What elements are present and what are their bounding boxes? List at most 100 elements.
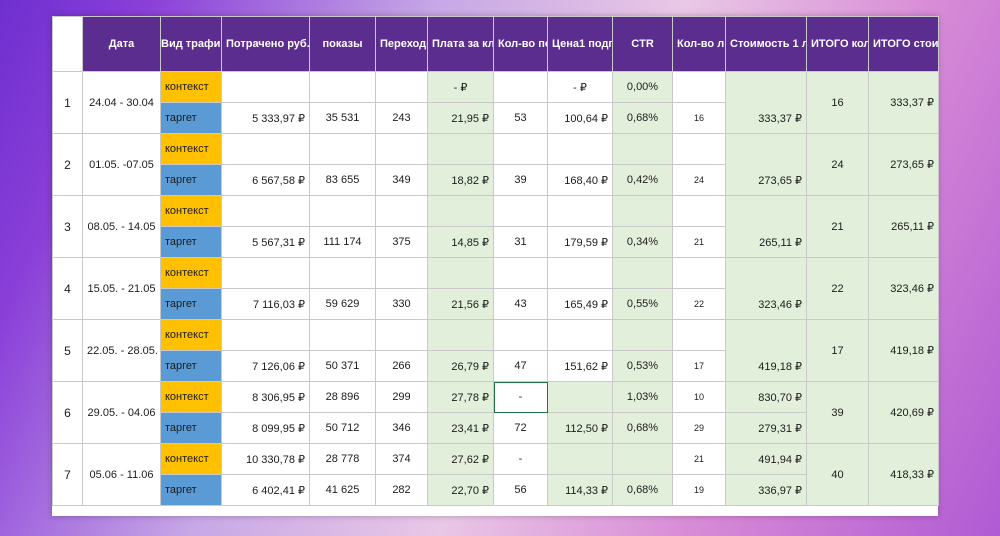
cell-shows[interactable]: 35 531 bbox=[309, 102, 376, 134]
week-date[interactable]: 08.05. - 14.05 bbox=[82, 195, 161, 258]
cell-cpc[interactable] bbox=[427, 257, 494, 289]
cell-sub-price[interactable]: 168,40 ₽ bbox=[547, 164, 613, 196]
cell-cpc[interactable]: 26,79 ₽ bbox=[427, 350, 494, 382]
cell-cpc[interactable] bbox=[427, 195, 494, 227]
week-date[interactable]: 22.05. - 28.05. bbox=[82, 319, 161, 382]
cell-clicks[interactable] bbox=[375, 319, 428, 351]
cell-subs[interactable] bbox=[493, 133, 548, 165]
traffic-target[interactable]: таргет bbox=[160, 412, 222, 444]
cell-cpc[interactable]: 14,85 ₽ bbox=[427, 226, 494, 258]
cell-ctr[interactable]: 0,53% bbox=[612, 350, 673, 382]
total-cost[interactable]: 419,18 ₽ bbox=[868, 319, 939, 382]
cell-leads[interactable]: 21 bbox=[672, 226, 726, 258]
cell-leads[interactable]: 22 bbox=[672, 288, 726, 320]
cell-leads[interactable] bbox=[672, 319, 726, 351]
week-date[interactable]: 05.06 - 11.06 bbox=[82, 443, 161, 506]
cell-spent[interactable]: 5 333,97 ₽ bbox=[221, 102, 310, 134]
cell-ctr[interactable]: 0,55% bbox=[612, 288, 673, 320]
cell-sub-price[interactable] bbox=[547, 257, 613, 289]
cell-ctr[interactable]: 0,42% bbox=[612, 164, 673, 196]
cell-shows[interactable]: 50 371 bbox=[309, 350, 376, 382]
cell-leads[interactable] bbox=[672, 133, 726, 165]
row-number[interactable]: 3 bbox=[52, 195, 83, 258]
header-total-cost[interactable]: ИТОГО стоимость лида bbox=[868, 16, 939, 72]
cell-cpc[interactable] bbox=[427, 319, 494, 351]
cell-leads[interactable]: 16 bbox=[672, 102, 726, 134]
cell-leads[interactable] bbox=[672, 71, 726, 103]
row-number[interactable]: 5 bbox=[52, 319, 83, 382]
cell-ctr[interactable] bbox=[612, 443, 673, 475]
cell-cpc[interactable]: 21,95 ₽ bbox=[427, 102, 494, 134]
cell-clicks[interactable] bbox=[375, 71, 428, 103]
header-ctr[interactable]: CTR bbox=[612, 16, 673, 72]
cell-clicks[interactable]: 374 bbox=[375, 443, 428, 475]
cell-clicks[interactable]: 346 bbox=[375, 412, 428, 444]
cell-clicks[interactable]: 282 bbox=[375, 474, 428, 506]
cell-leads[interactable]: 21 bbox=[672, 443, 726, 475]
cell-leads[interactable]: 19 bbox=[672, 474, 726, 506]
cell-ctr[interactable]: 0,00% bbox=[612, 71, 673, 103]
traffic-context[interactable]: контекст bbox=[160, 319, 222, 351]
cell-clicks[interactable]: 349 bbox=[375, 164, 428, 196]
cell-clicks[interactable] bbox=[375, 195, 428, 227]
cell-subs[interactable]: 47 bbox=[493, 350, 548, 382]
cell-shows[interactable] bbox=[309, 195, 376, 227]
total-leads[interactable]: 21 bbox=[806, 195, 869, 258]
cell-lead-cost[interactable]: 273,65 ₽ bbox=[725, 133, 807, 196]
cell-shows[interactable]: 111 174 bbox=[309, 226, 376, 258]
week-date[interactable]: 24.04 - 30.04 bbox=[82, 71, 161, 134]
total-leads[interactable]: 22 bbox=[806, 257, 869, 320]
cell-shows[interactable]: 28 778 bbox=[309, 443, 376, 475]
cell-ctr[interactable] bbox=[612, 319, 673, 351]
week-date[interactable]: 29.05. - 04.06 bbox=[82, 381, 161, 444]
cell-leads[interactable]: 10 bbox=[672, 381, 726, 413]
cell-clicks[interactable]: 243 bbox=[375, 102, 428, 134]
cell-ctr[interactable]: 0,68% bbox=[612, 102, 673, 134]
cell-shows[interactable] bbox=[309, 257, 376, 289]
header-traffic[interactable]: Вид трафик bbox=[160, 16, 222, 72]
traffic-context[interactable]: контекст bbox=[160, 71, 222, 103]
cell-sub-price[interactable] bbox=[547, 381, 613, 413]
cell-subs[interactable] bbox=[493, 71, 548, 103]
cell-spent[interactable]: 6 567,58 ₽ bbox=[221, 164, 310, 196]
cell-ctr[interactable] bbox=[612, 257, 673, 289]
cell-subs[interactable]: 72 bbox=[493, 412, 548, 444]
cell-shows[interactable]: 50 712 bbox=[309, 412, 376, 444]
cell-spent[interactable]: 10 330,78 ₽ bbox=[221, 443, 310, 475]
row-number[interactable]: 1 bbox=[52, 71, 83, 134]
row-number[interactable]: 2 bbox=[52, 133, 83, 196]
traffic-target[interactable]: таргет bbox=[160, 164, 222, 196]
cell-cpc[interactable]: 18,82 ₽ bbox=[427, 164, 494, 196]
cell-subs[interactable]: - bbox=[493, 443, 548, 475]
cell-spent[interactable] bbox=[221, 257, 310, 289]
total-leads[interactable]: 39 bbox=[806, 381, 869, 444]
cell-ctr[interactable] bbox=[612, 133, 673, 165]
total-cost[interactable]: 323,46 ₽ bbox=[868, 257, 939, 320]
week-date[interactable]: 15.05. - 21.05 bbox=[82, 257, 161, 320]
cell-subs[interactable]: 53 bbox=[493, 102, 548, 134]
cell-leads[interactable]: 29 bbox=[672, 412, 726, 444]
cell-subs[interactable]: - bbox=[493, 381, 548, 413]
cell-lead-cost[interactable]: 279,31 ₽ bbox=[725, 412, 807, 444]
cell-clicks[interactable]: 266 bbox=[375, 350, 428, 382]
cell-clicks[interactable]: 330 bbox=[375, 288, 428, 320]
cell-subs[interactable] bbox=[493, 319, 548, 351]
cell-spent[interactable]: 7 116,03 ₽ bbox=[221, 288, 310, 320]
header-clicks[interactable]: Переходы bbox=[375, 16, 428, 72]
cell-cpc[interactable]: 27,62 ₽ bbox=[427, 443, 494, 475]
traffic-target[interactable]: таргет bbox=[160, 474, 222, 506]
cell-leads[interactable]: 17 bbox=[672, 350, 726, 382]
row-number[interactable]: 6 bbox=[52, 381, 83, 444]
cell-subs[interactable]: 31 bbox=[493, 226, 548, 258]
traffic-context[interactable]: контекст bbox=[160, 443, 222, 475]
total-leads[interactable]: 16 bbox=[806, 71, 869, 134]
cell-spent[interactable] bbox=[221, 319, 310, 351]
cell-spent[interactable]: 6 402,41 ₽ bbox=[221, 474, 310, 506]
cell-leads[interactable]: 24 bbox=[672, 164, 726, 196]
traffic-context[interactable]: контекст bbox=[160, 195, 222, 227]
cell-sub-price[interactable]: 114,33 ₽ bbox=[547, 474, 613, 506]
traffic-context[interactable]: контекст bbox=[160, 257, 222, 289]
header-total-leads[interactable]: ИТОГО кол-во лидов bbox=[806, 16, 869, 72]
cell-cpc[interactable]: 27,78 ₽ bbox=[427, 381, 494, 413]
header-lead-cost[interactable]: Стоимость 1 лида bbox=[725, 16, 807, 72]
